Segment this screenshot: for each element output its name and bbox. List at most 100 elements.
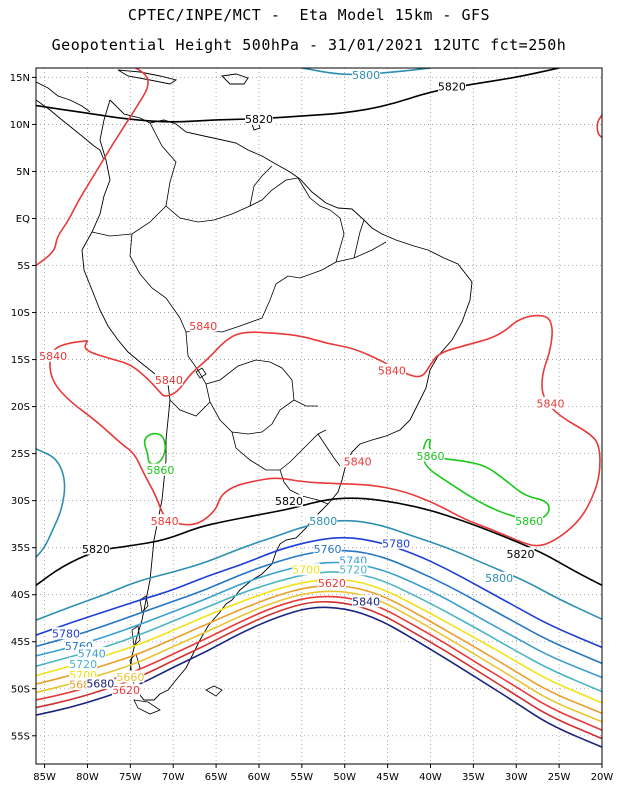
contour-5840 [49,314,601,547]
lat-tick-label: 5S [17,261,30,272]
lon-tick-label: 50W [333,772,356,783]
caribbean-coastline [36,81,91,113]
contour-label: 5720 [69,658,97,671]
contour-label: 5800 [352,69,380,82]
lon-tick-label: 60W [248,772,271,783]
lon-tick-label: 40W [419,772,442,783]
contour-label: 5780 [382,537,410,550]
contour-label-bg [377,363,406,376]
contour-label-bg [244,112,273,125]
lon-tick-label: 70W [162,772,185,783]
contour-label-bg [485,571,514,584]
lat-tick-label: 25S [11,449,30,460]
contour-label: 5820 [507,548,535,561]
contour-label-bg [313,542,342,555]
contour-label: 5760 [314,543,342,556]
contour-5660 [36,590,602,723]
contour-lines [36,68,602,748]
contour-label: 5840 [189,320,217,333]
lon-tick-label: 45W [376,772,399,783]
lat-tick-label: 5N [16,167,30,178]
contour-label: 5780 [52,628,80,641]
contour-label-bg [116,670,145,683]
contour-label-bg [515,514,544,527]
contour-label-bg [382,536,411,549]
contour-5620 [36,595,602,731]
contour-5860 [143,432,167,465]
contour-label: 5840 [344,456,372,469]
contour-label: 5820 [438,80,466,93]
lat-tick-label: 15S [11,355,30,366]
lon-tick-label: 25W [548,772,571,783]
contour-label: 5840 [155,374,183,387]
contour-label: 5660 [116,671,144,684]
contour-label: 5740 [78,647,106,660]
contour-5680 [36,584,602,714]
contour-label: 5680 [86,678,114,691]
contour-label-bg [352,68,381,81]
contour-label: 5840 [39,350,67,363]
lat-tick-label: 20S [11,402,30,413]
contour-label: 5800 [485,572,513,585]
contour-label-bg [112,683,141,696]
lon-tick-label: 55W [291,772,314,783]
tierra-del-fuego [133,699,161,715]
contour-5840 [36,68,149,267]
contour-5820 [36,497,602,587]
map-frame [35,67,603,765]
contour-5820 [36,68,560,123]
contour-label-bg [189,319,218,332]
contour-label: 5820 [245,113,273,126]
contour-label: 5840 [352,596,380,609]
country-borders [91,122,387,505]
contour-label-bg [352,595,381,608]
axis-ticks: 15N 10N 5N EQ 5S 10S 15S 20S 25S 30S 35S 40S 45S 50S 5… [10,73,614,783]
chart-title-line1: CPTEC/INPE/MCT - Eta Model 15km - GFS [127,6,491,24]
graticule-grid [36,68,603,764]
falkland-islands [205,685,223,697]
lat-tick-label: 50S [11,684,30,695]
contour-5840 [596,114,602,139]
lat-tick-label: 55S [11,731,30,742]
contour-5780 [36,536,602,649]
contour-label-bg [52,627,81,640]
contour-label: 5620 [112,684,140,697]
contour-label-bg [317,576,346,589]
lat-tick-label: 15N [10,73,30,84]
contour-labels: 5800 5820 5820 5840 5840 5840 5840 5840 5840 5840… [39,68,565,697]
contour-label: 5860 [515,515,543,528]
contour-label-bg [416,449,445,462]
contour-label: 5620 [318,577,346,590]
lake-titicaca [195,367,207,379]
contour-label-bg [506,547,535,560]
contour-label-bg [146,463,175,476]
contour-5760 [36,549,602,665]
contour-label-bg [309,514,338,527]
lat-tick-label: 40S [11,590,30,601]
contour-label: 5820 [275,495,303,508]
lon-tick-label: 75W [119,772,142,783]
contour-label-bg [69,657,98,670]
contour-label: 5840 [378,364,406,377]
contour-label-bg [437,79,466,92]
contour-label-bg [292,563,321,576]
central-america-coastline [36,99,105,161]
chart-title-line2: Geopotential Height 500hPa - 31/01/2021 … [51,36,567,54]
contour-label-bg [77,646,106,659]
contour-label: 5860 [416,450,444,463]
lon-tick-label: 30W [505,772,528,783]
contour-label: 5840 [537,397,565,410]
contour-label-bg [154,373,183,386]
contour-label-bg [150,514,179,527]
contour-label-bg [339,563,368,576]
lon-tick-label: 80W [76,772,99,783]
lat-tick-label: 30S [11,496,30,507]
south-america-coastline [81,99,473,701]
contour-5840 [36,448,66,558]
contour-label: 5800 [309,515,337,528]
lon-tick-label: 35W [462,772,485,783]
lat-tick-label: 10N [10,120,30,131]
lon-tick-label: 20W [591,772,614,783]
island-hispaniola [221,73,249,85]
